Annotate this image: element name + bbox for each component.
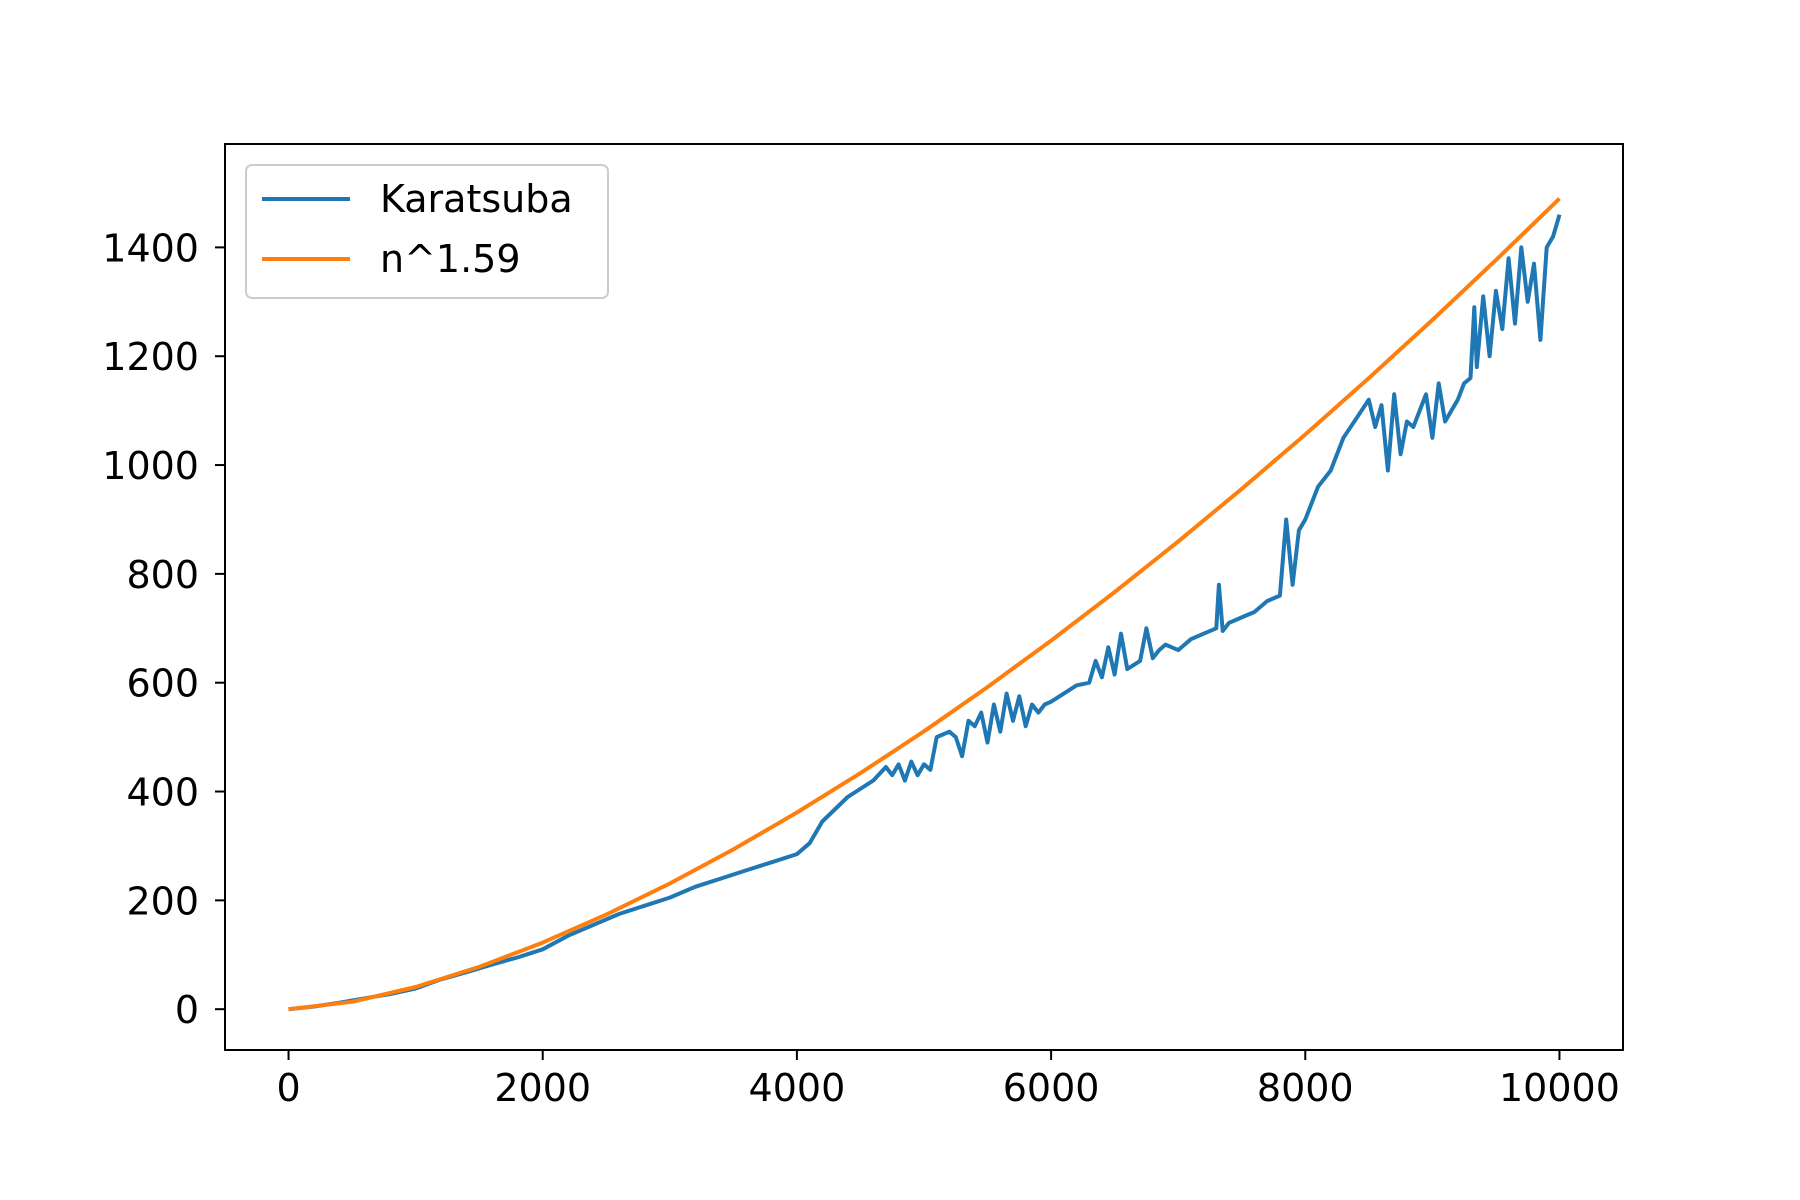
legend-label-n-power: n^1.59 [380, 237, 521, 281]
y-tick-label: 0 [175, 988, 199, 1032]
y-axis-ticks: 0 200 400 600 800 1000 1200 1400 [102, 226, 225, 1032]
y-tick-label: 200 [126, 879, 199, 923]
y-tick-label: 400 [126, 771, 199, 815]
series-layer [288, 197, 1562, 1012]
legend-label-karatsuba: Karatsuba [380, 177, 573, 221]
x-tick-label: 6000 [1003, 1066, 1100, 1110]
x-axis-ticks: 0 2000 4000 6000 8000 10000 [276, 1050, 1620, 1110]
x-tick-label: 8000 [1257, 1066, 1354, 1110]
x-tick-label: 10000 [1499, 1066, 1620, 1110]
y-tick-label: 1400 [102, 226, 199, 270]
plot-area-frame [224, 143, 1624, 1051]
x-tick-label: 2000 [494, 1066, 591, 1110]
y-tick-label: 800 [126, 553, 199, 597]
series-line-n-1-59 [288, 197, 1561, 1012]
series-line-karatsuba [288, 214, 1562, 1012]
y-tick-label: 600 [126, 662, 199, 706]
y-tick-label: 1200 [102, 335, 199, 379]
y-tick-label: 1000 [102, 444, 199, 488]
x-tick-label: 4000 [749, 1066, 846, 1110]
legend: Karatsuba n^1.59 [245, 164, 609, 299]
x-tick-label: 0 [276, 1066, 300, 1110]
